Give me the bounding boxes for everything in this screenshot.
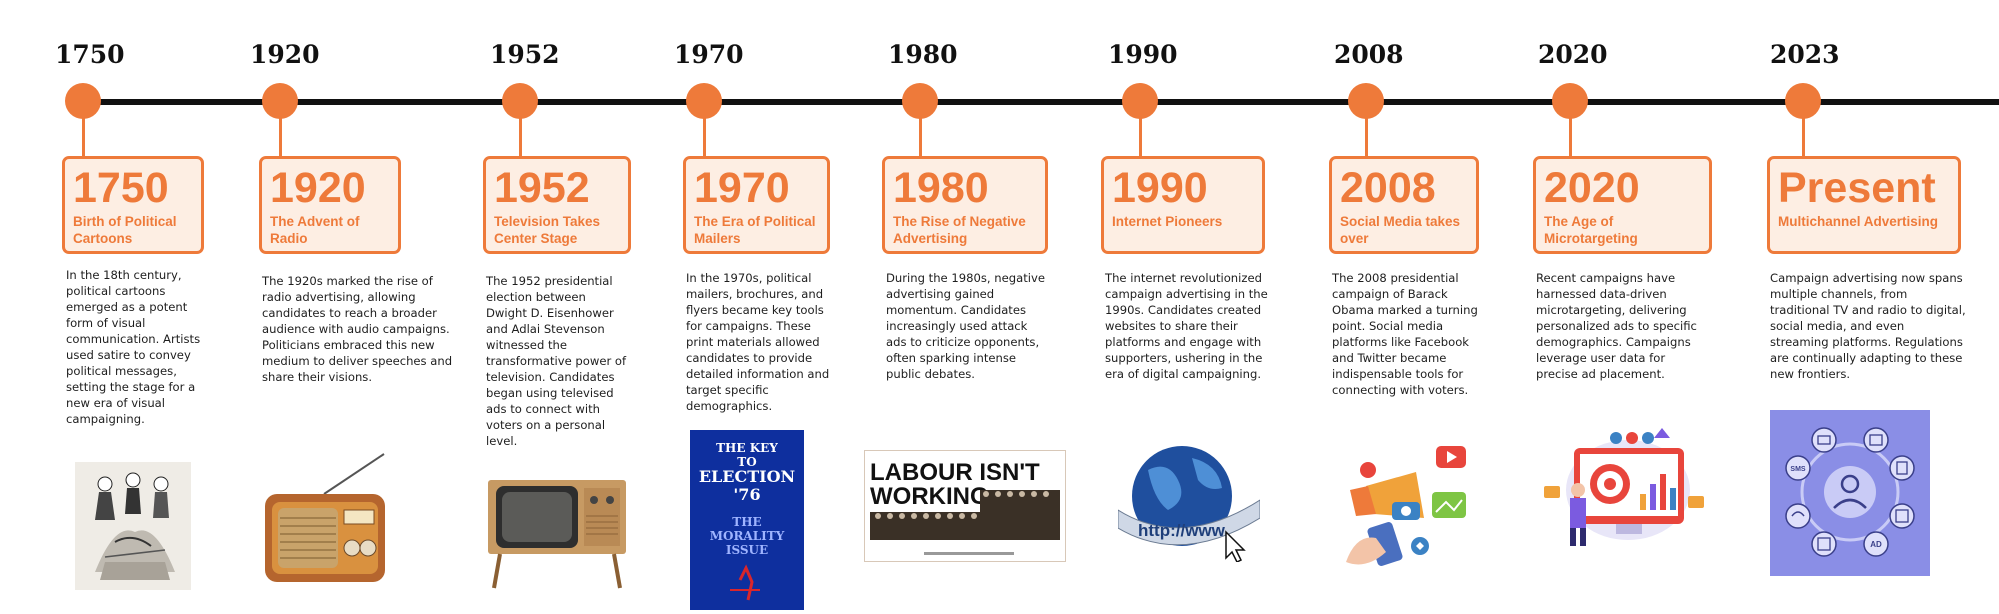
poster-headline-2: WORKING. bbox=[870, 483, 995, 510]
era-card-2008: 2008 Social Media takes over bbox=[1329, 156, 1479, 254]
timeline-stem-2020 bbox=[1569, 118, 1572, 158]
era-card-1970: 1970 The Era of Political Mailers bbox=[683, 156, 830, 254]
era-card-subtitle: Internet Pioneers bbox=[1112, 214, 1223, 229]
era-card-year: 1970 bbox=[694, 164, 790, 212]
timeline-node-1750 bbox=[65, 83, 101, 119]
microtargeting-dashboard-image bbox=[1544, 428, 1704, 548]
era-card-subtitle: Birth of Political Cartoons bbox=[73, 214, 177, 246]
mailer-text-line5: THE bbox=[732, 515, 761, 529]
mailer-text-line3: ELECTION bbox=[699, 467, 795, 486]
era-card-year: 1750 bbox=[73, 164, 169, 212]
timeline-line bbox=[80, 99, 1999, 105]
mailer-text-line6: MORALITY bbox=[710, 529, 785, 543]
era-card-year: 1920 bbox=[270, 164, 366, 212]
mailer-text-line7: ISSUE bbox=[726, 543, 768, 557]
era-card-1750: 1750 Birth of Political Cartoons bbox=[62, 156, 204, 254]
timeline-year-1750: 1750 bbox=[55, 40, 125, 69]
era-description-2008: The 2008 presidential campaign of Barack… bbox=[1332, 271, 1478, 397]
era-card-subtitle: The Age of Microtargeting bbox=[1544, 214, 1638, 246]
sms-icon: SMS bbox=[1790, 466, 1806, 473]
timeline-node-1980 bbox=[902, 83, 938, 119]
era-description-1920: The 1920s marked the rise of radio adver… bbox=[262, 274, 453, 384]
era-card-subtitle: The Advent of Radio bbox=[270, 214, 360, 246]
era-card-year: 1990 bbox=[1112, 164, 1208, 212]
era-card-1980: 1980 The Rise of Negative Advertising bbox=[882, 156, 1048, 254]
timeline-year-1970: 1970 bbox=[674, 40, 744, 69]
era-card-subtitle: Multichannel Advertising bbox=[1778, 214, 1939, 229]
era-card-1952: 1952 Television Takes Center Stage bbox=[483, 156, 631, 254]
era-card-2020: 2020 The Age of Microtargeting bbox=[1533, 156, 1712, 254]
timeline-node-1970 bbox=[686, 83, 722, 119]
timeline-node-2020 bbox=[1552, 83, 1588, 119]
election-mailer-image: THE KEY TO ELECTION '76 THE MORALITY ISS… bbox=[690, 430, 804, 610]
globe-www-image: http://www. bbox=[1117, 440, 1261, 564]
social-media-megaphone-image bbox=[1336, 442, 1472, 572]
vintage-television-image bbox=[486, 478, 628, 590]
timeline-stem-1990 bbox=[1139, 118, 1142, 158]
era-description-1970: In the 1970s, political mailers, brochur… bbox=[686, 271, 830, 413]
mailer-text-line2: TO bbox=[737, 455, 756, 469]
mailer-text-line4: '76 bbox=[733, 485, 760, 504]
globe-www-text: http://www. bbox=[1138, 521, 1229, 540]
era-card-subtitle: Social Media takes over bbox=[1340, 214, 1461, 246]
era-description-present: Campaign advertising now spans multiple … bbox=[1770, 271, 1966, 381]
era-card-year: Present bbox=[1778, 164, 1936, 212]
political-cartoon-image bbox=[75, 462, 191, 590]
era-card-year: 1952 bbox=[494, 164, 590, 212]
multichannel-hub-image: SMS AD bbox=[1770, 410, 1930, 576]
era-card-subtitle: Television Takes Center Stage bbox=[494, 214, 601, 246]
labour-poster-image: LABOUR ISN'T WORKING. bbox=[864, 450, 1066, 562]
timeline-stem-2023 bbox=[1802, 118, 1805, 158]
era-description-1980: During the 1980s, negative advertising g… bbox=[886, 271, 1045, 381]
timeline-node-1920 bbox=[262, 83, 298, 119]
era-card-subtitle: The Era of Political Mailers bbox=[694, 214, 816, 246]
ad-icon: AD bbox=[1870, 540, 1882, 549]
timeline-stem-1970 bbox=[703, 118, 706, 158]
timeline-stem-1920 bbox=[279, 118, 282, 158]
timeline-stem-1750 bbox=[82, 118, 85, 158]
timeline-node-1952 bbox=[502, 83, 538, 119]
poster-headline-1: LABOUR ISN'T bbox=[870, 459, 1040, 486]
timeline-year-1952: 1952 bbox=[490, 40, 560, 69]
era-card-year: 2020 bbox=[1544, 164, 1640, 212]
timeline-node-2008 bbox=[1348, 83, 1384, 119]
era-description-1952: The 1952 presidential election between D… bbox=[486, 274, 627, 448]
timeline-year-1990: 1990 bbox=[1108, 40, 1178, 69]
timeline-year-1920: 1920 bbox=[250, 40, 320, 69]
era-description-1750: In the 18th century, political cartoons … bbox=[66, 268, 201, 426]
timeline-year-1980: 1980 bbox=[888, 40, 958, 69]
timeline-node-2023 bbox=[1785, 83, 1821, 119]
timeline-stem-1980 bbox=[919, 118, 922, 158]
era-description-1990: The internet revolutionized campaign adv… bbox=[1105, 271, 1268, 381]
era-card-year: 1980 bbox=[893, 164, 989, 212]
mailer-text-line1: THE KEY bbox=[716, 441, 778, 455]
timeline-year-2020: 2020 bbox=[1538, 40, 1608, 69]
era-card-subtitle: The Rise of Negative Advertising bbox=[893, 214, 1026, 246]
era-card-year: 2008 bbox=[1340, 164, 1436, 212]
vintage-radio-image bbox=[262, 452, 388, 587]
timeline-stem-1952 bbox=[519, 118, 522, 158]
era-card-1920: 1920 The Advent of Radio bbox=[259, 156, 401, 254]
timeline-node-1990 bbox=[1122, 83, 1158, 119]
timeline-year-2008: 2008 bbox=[1334, 40, 1404, 69]
timeline-stem-2008 bbox=[1365, 118, 1368, 158]
era-card-present: Present Multichannel Advertising bbox=[1767, 156, 1961, 254]
timeline-year-2023: 2023 bbox=[1770, 40, 1840, 69]
era-description-2020: Recent campaigns have harnessed data-dri… bbox=[1536, 271, 1697, 381]
era-card-1990: 1990 Internet Pioneers bbox=[1101, 156, 1265, 254]
